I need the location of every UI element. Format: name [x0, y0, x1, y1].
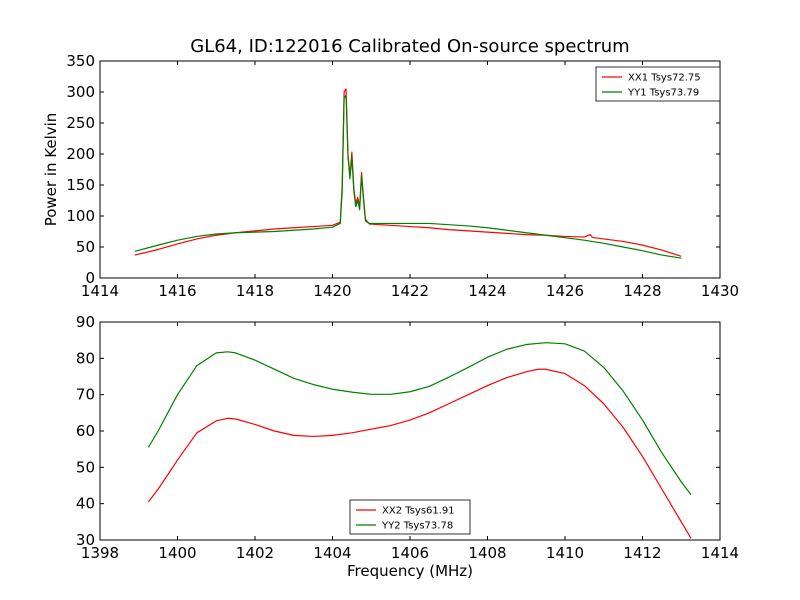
bottom-y-tick-label: 70	[76, 386, 95, 404]
bottom-legend-box	[349, 499, 471, 535]
bottom-plot: 1398 1400 1402 1404 1406 1408 1410 1412 1414 30 40…	[76, 313, 739, 580]
figure-title: GL64, ID:122016 Calibrated On-source spe…	[190, 36, 629, 57]
bottom-series-line-1	[147, 368, 692, 539]
bottom-x-tick-label: 1400	[158, 544, 196, 562]
bottom-y-tick-label: 90	[76, 313, 95, 331]
top-x-tick-label: 1428	[623, 282, 661, 300]
bottom-x-axis-label: Frequency (MHz)	[347, 562, 473, 580]
top-x-tick-label: 1418	[236, 282, 274, 300]
bottom-x-tick-label: 1408	[468, 544, 506, 562]
top-x-tick-label: 1416	[158, 282, 196, 300]
top-x-tick-label: 1424	[468, 282, 506, 300]
top-x-tick-label: 1422	[391, 282, 429, 300]
top-y-axis-label: Power in Kelvin	[42, 113, 60, 227]
top-y-tick-label: 100	[66, 207, 95, 225]
top-legend-box	[595, 66, 721, 102]
bottom-x-tick-label: 1412	[623, 544, 661, 562]
top-series-line-2	[134, 94, 682, 259]
bottom-x-tick-label: 1398	[81, 544, 119, 562]
top-series-line-1	[134, 88, 682, 257]
bottom-y-tick-label: 80	[76, 349, 95, 367]
top-y-tick-label: 150	[66, 176, 95, 194]
top-y-tick-label: 250	[66, 114, 95, 132]
top-legend-entry-1: XX1 Tsys72.75	[628, 73, 701, 84]
top-y-tick-label: 300	[66, 83, 95, 101]
top-y-tick-label: 50	[76, 238, 95, 256]
bottom-series-line-2	[147, 342, 692, 495]
bottom-x-tick-label: 1410	[546, 544, 584, 562]
bottom-x-tick-label: 1406	[391, 544, 429, 562]
bottom-y-tick-label: 50	[76, 458, 95, 476]
top-x-tick-label: 1430	[701, 282, 739, 300]
bottom-x-tick-label: 1414	[701, 544, 739, 562]
bottom-y-tick-label: 60	[76, 422, 95, 440]
top-x-tick-label: 1426	[546, 282, 584, 300]
top-legend-entry-2: YY1 Tsys73.79	[627, 88, 699, 99]
bottom-x-tick-label: 1402	[236, 544, 274, 562]
bottom-y-tick-label: 40	[76, 495, 95, 513]
top-y-tick-label: 350	[66, 52, 95, 70]
top-y-tick-label: 200	[66, 145, 95, 163]
top-x-tick-label: 1414	[81, 282, 119, 300]
top-plot: 1414 1416 1418 1420 1422 1424 1426 1428 1430 0 50 1…	[42, 52, 739, 300]
top-y-tick-label: 0	[85, 269, 95, 287]
bottom-y-tick-label: 30	[76, 531, 95, 549]
bottom-legend-entry-2: YY2 Tsys73.78	[381, 521, 453, 532]
bottom-x-tick-label: 1404	[313, 544, 351, 562]
top-x-tick-label: 1420	[313, 282, 351, 300]
bottom-legend-entry-1: XX2 Tsys61.91	[382, 506, 455, 517]
